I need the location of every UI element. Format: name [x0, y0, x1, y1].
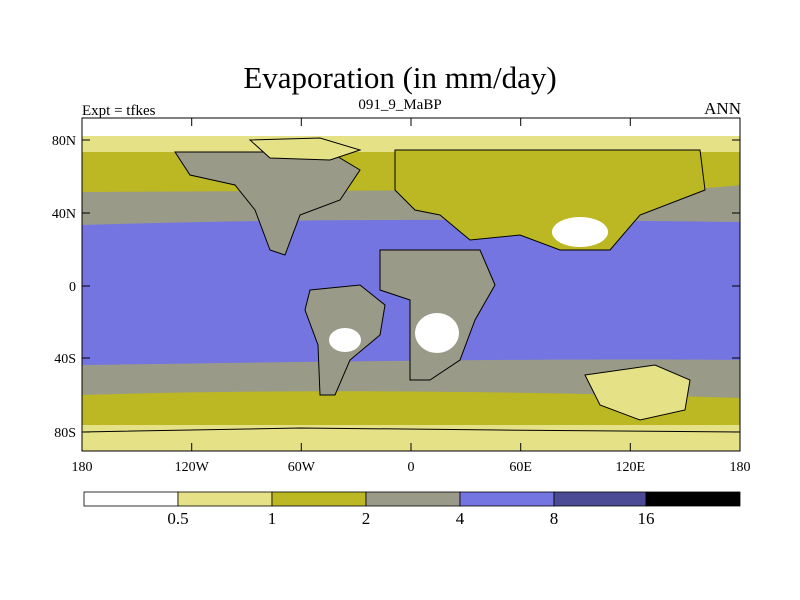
sa-dry-region: [329, 328, 361, 352]
season-label: ANN: [704, 99, 741, 118]
colorbar-label: 0.5: [167, 509, 188, 528]
colorbar-swatch: [177, 491, 273, 507]
arctic-band: [82, 118, 740, 136]
lon-tick-label: 0: [408, 460, 415, 475]
north-pale-band: [82, 136, 740, 152]
australia: [584, 364, 691, 421]
lat-tick-label: 80S: [54, 426, 76, 441]
experiment-label: Expt = tfkes: [82, 103, 156, 119]
greenland: [248, 137, 362, 161]
colorbar: 0.5 1 2 4 8 16: [83, 491, 741, 528]
colorbar-label: 4: [456, 509, 465, 528]
lon-tick-label: 60W: [288, 460, 316, 475]
colorbar-label: 2: [362, 509, 371, 528]
lat-tick-label: 0: [69, 280, 76, 295]
plot-subtitle: 091_9_MaBP: [358, 97, 442, 113]
colorbar-label: 1: [268, 509, 277, 528]
north-america: [174, 151, 361, 256]
south-olive-band: [82, 391, 740, 425]
colorbar-swatch: [365, 491, 461, 507]
lon-tick-label: 180: [730, 460, 751, 475]
colorbar-swatch: [645, 491, 741, 507]
colorbar-swatch: [271, 491, 367, 507]
lat-tick-label: 40S: [54, 352, 76, 367]
eurasia: [394, 149, 706, 251]
lat-axis: 80N 40N 0 40S 80S: [52, 134, 740, 441]
colorbar-swatch: [83, 491, 179, 507]
colorbar-swatch: [459, 491, 555, 507]
colorbar-label: 8: [550, 509, 559, 528]
colorbar-swatch: [553, 491, 647, 507]
lat-tick-label: 80N: [52, 134, 76, 149]
asia-dry-region: [552, 217, 608, 247]
africa-dry-region: [415, 313, 459, 353]
lon-tick-label: 60E: [509, 460, 532, 475]
colorbar-label: 16: [638, 509, 655, 528]
lon-tick-label: 120W: [175, 460, 210, 475]
lon-tick-label: 120E: [616, 460, 646, 475]
plot-title: Evaporation (in mm/day): [243, 60, 557, 95]
lon-tick-label: 180: [72, 460, 93, 475]
lon-axis: 180 120W 60W 0 60E 120E 180: [72, 118, 751, 475]
lat-tick-label: 40N: [52, 207, 76, 222]
map-area: [81, 118, 741, 452]
